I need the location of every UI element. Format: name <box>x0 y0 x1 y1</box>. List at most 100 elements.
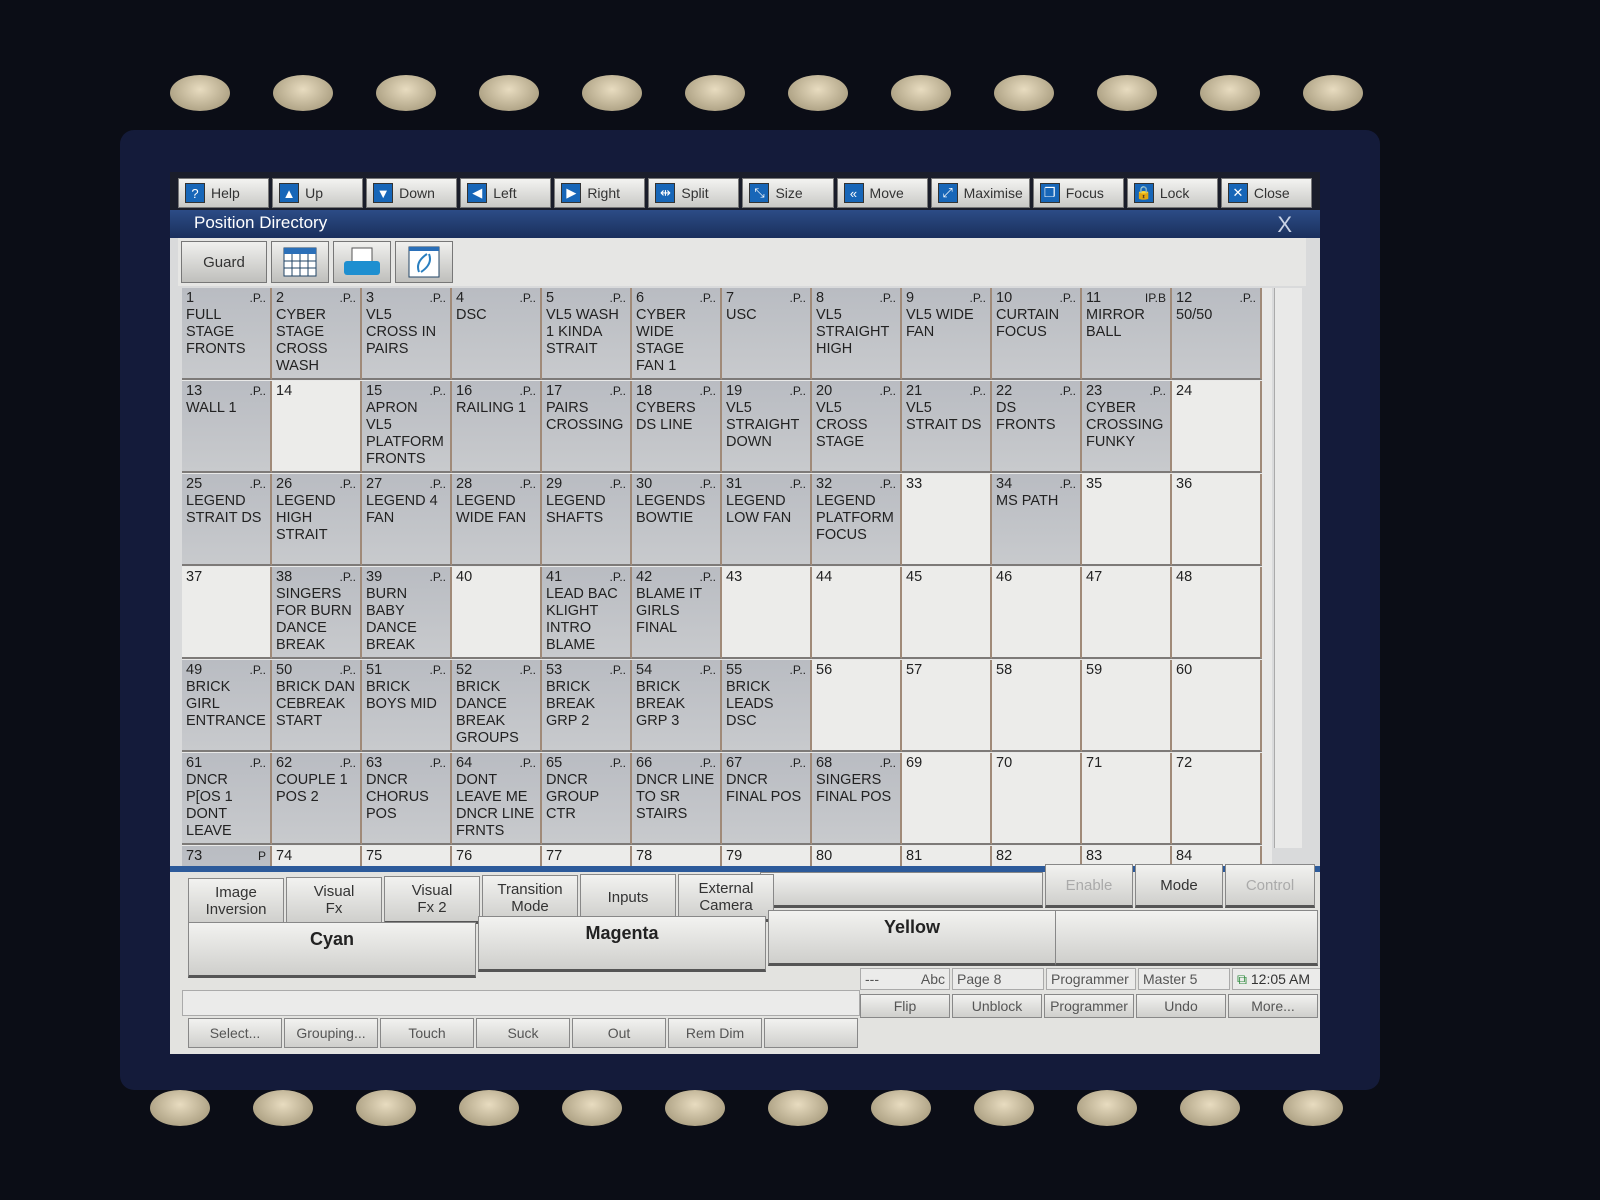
hardware-key[interactable] <box>170 75 230 111</box>
position-cell-67[interactable]: 67 .P.. DNCR FINAL POS <box>722 753 812 845</box>
toolbar-help-button[interactable]: ? Help <box>178 178 270 208</box>
softkey-undo[interactable]: Undo <box>1136 994 1226 1018</box>
toolbar-size-button[interactable]: ⤡ Size <box>742 178 834 208</box>
hardware-key[interactable] <box>768 1090 828 1126</box>
position-cell-36[interactable]: 36 <box>1172 474 1262 566</box>
position-cell-42[interactable]: 42 .P.. BLAME IT GIRLS FINAL <box>632 567 722 659</box>
toolbar-maximise-button[interactable]: ⤢ Maximise <box>930 178 1030 208</box>
toolbar-left-button[interactable]: ◀ Left <box>460 178 552 208</box>
guard-button[interactable]: Guard <box>181 241 267 283</box>
position-cell-26[interactable]: 26 .P.. LEGEND HIGH STRAIT <box>272 474 362 566</box>
position-cell-66[interactable]: 66 .P.. DNCR LINE TO SR STAIRS <box>632 753 722 845</box>
softkey-remdim[interactable]: Rem Dim <box>668 1018 762 1048</box>
softkey-select[interactable]: Select... <box>188 1018 282 1048</box>
position-cell-50[interactable]: 50 .P.. BRICK DAN CEBREAK START <box>272 660 362 752</box>
softkey-visual-fx[interactable]: Visual Fx <box>286 877 382 925</box>
position-cell-40[interactable]: 40 <box>452 567 542 659</box>
hardware-key[interactable] <box>685 75 745 111</box>
position-cell-70[interactable]: 70 <box>992 753 1082 845</box>
command-line-field[interactable]: --- Abc <box>860 968 950 990</box>
position-cell-10[interactable]: 10 .P.. CURTAIN FOCUS <box>992 288 1082 380</box>
control-button[interactable]: Control <box>1225 864 1315 908</box>
hardware-key[interactable] <box>356 1090 416 1126</box>
position-cell-60[interactable]: 60 <box>1172 660 1262 752</box>
blank-color-button[interactable] <box>1043 910 1318 966</box>
position-cell-53[interactable]: 53 .P.. BRICK BREAK GRP 2 <box>542 660 632 752</box>
softkey-image-inversion[interactable]: Image Inversion <box>188 878 284 926</box>
position-cell-28[interactable]: 28 .P.. LEGEND WIDE FAN <box>452 474 542 566</box>
print-icon[interactable] <box>333 241 391 283</box>
hardware-key[interactable] <box>253 1090 313 1126</box>
hardware-key[interactable] <box>1200 75 1260 111</box>
position-cell-72[interactable]: 72 <box>1172 753 1262 845</box>
softkey-blank[interactable] <box>764 1018 858 1048</box>
position-cell-43[interactable]: 43 <box>722 567 812 659</box>
softkey-unblock[interactable]: Unblock <box>952 994 1042 1018</box>
position-cell-82[interactable]: 82 <box>992 846 1082 866</box>
magenta-button[interactable]: Magenta <box>478 916 766 972</box>
position-cell-46[interactable]: 46 <box>992 567 1082 659</box>
position-cell-5[interactable]: 5 .P.. VL5 WASH 1 KINDA STRAIT <box>542 288 632 380</box>
softkey-grouping[interactable]: Grouping... <box>284 1018 378 1048</box>
position-cell-45[interactable]: 45 <box>902 567 992 659</box>
position-cell-75[interactable]: 75 <box>362 846 452 866</box>
position-cell-44[interactable]: 44 <box>812 567 902 659</box>
hardware-key[interactable] <box>891 75 951 111</box>
position-cell-78[interactable]: 78 <box>632 846 722 866</box>
position-cell-56[interactable]: 56 <box>812 660 902 752</box>
position-cell-2[interactable]: 2 .P.. CYBER STAGE CROSS WASH <box>272 288 362 380</box>
position-cell-35[interactable]: 35 <box>1082 474 1172 566</box>
position-cell-81[interactable]: 81 <box>902 846 992 866</box>
position-cell-58[interactable]: 58 <box>992 660 1082 752</box>
position-cell-27[interactable]: 27 .P.. LEGEND 4 FAN <box>362 474 452 566</box>
hardware-key[interactable] <box>150 1090 210 1126</box>
position-cell-22[interactable]: 22 .P.. DS FRONTS <box>992 381 1082 473</box>
softkey-suck[interactable]: Suck <box>476 1018 570 1048</box>
position-cell-65[interactable]: 65 .P.. DNCR GROUP CTR <box>542 753 632 845</box>
position-cell-20[interactable]: 20 .P.. VL5 CROSS STAGE <box>812 381 902 473</box>
position-cell-39[interactable]: 39 .P.. BURN BABY DANCE BREAK <box>362 567 452 659</box>
cyan-button[interactable]: Cyan <box>188 922 476 978</box>
position-cell-37[interactable]: 37 <box>182 567 272 659</box>
position-cell-57[interactable]: 57 <box>902 660 992 752</box>
position-cell-11[interactable]: 11 IP.B MIRROR BALL <box>1082 288 1172 380</box>
position-cell-23[interactable]: 23 .P.. CYBER CROSSING FUNKY <box>1082 381 1172 473</box>
position-cell-15[interactable]: 15 .P.. APRON VL5 PLATFORM FRONTS <box>362 381 452 473</box>
mode-button[interactable]: Mode <box>1135 864 1223 908</box>
hardware-key[interactable] <box>994 75 1054 111</box>
position-cell-13[interactable]: 13 .P.. WALL 1 <box>182 381 272 473</box>
softkey-out[interactable]: Out <box>572 1018 666 1048</box>
position-cell-73[interactable]: 73 P <box>182 846 272 866</box>
position-cell-71[interactable]: 71 <box>1082 753 1172 845</box>
hardware-key[interactable] <box>562 1090 622 1126</box>
softkey-visual-fx-2[interactable]: Visual Fx 2 <box>384 876 480 924</box>
position-cell-61[interactable]: 61 .P.. DNCR P[OS 1 DONT LEAVE <box>182 753 272 845</box>
softkey-inputs[interactable]: Inputs <box>580 874 676 922</box>
position-cell-9[interactable]: 9 .P.. VL5 WIDE FAN <box>902 288 992 380</box>
softkey-programmer[interactable]: Programmer <box>1044 994 1134 1018</box>
position-cell-68[interactable]: 68 .P.. SINGERS FINAL POS <box>812 753 902 845</box>
position-cell-19[interactable]: 19 .P.. VL5 STRAIGHT DOWN <box>722 381 812 473</box>
grid-scrollbar[interactable] <box>1274 288 1302 848</box>
position-cell-76[interactable]: 76 <box>452 846 542 866</box>
position-cell-16[interactable]: 16 .P.. RAILING 1 <box>452 381 542 473</box>
hardware-key[interactable] <box>459 1090 519 1126</box>
position-cell-32[interactable]: 32 .P.. LEGEND PLATFORM FOCUS <box>812 474 902 566</box>
position-cell-3[interactable]: 3 .P.. VL5 CROSS IN PAIRS <box>362 288 452 380</box>
toolbar-split-button[interactable]: ⇹ Split <box>648 178 740 208</box>
hardware-key[interactable] <box>376 75 436 111</box>
position-cell-52[interactable]: 52 .P.. BRICK DANCE BREAK GROUPS <box>452 660 542 752</box>
toolbar-focus-button[interactable]: ❐ Focus <box>1032 178 1124 208</box>
position-cell-21[interactable]: 21 .P.. VL5 STRAIT DS <box>902 381 992 473</box>
position-cell-31[interactable]: 31 .P.. LEGEND LOW FAN <box>722 474 812 566</box>
position-cell-54[interactable]: 54 .P.. BRICK BREAK GRP 3 <box>632 660 722 752</box>
toolbar-close-button[interactable]: ✕ Close <box>1220 178 1312 208</box>
toolbar-move-button[interactable]: « Move <box>836 178 928 208</box>
position-cell-69[interactable]: 69 <box>902 753 992 845</box>
position-cell-8[interactable]: 8 .P.. VL5 STRAIGHT HIGH <box>812 288 902 380</box>
position-cell-49[interactable]: 49 .P.. BRICK GIRL ENTRANCE <box>182 660 272 752</box>
position-cell-51[interactable]: 51 .P.. BRICK BOYS MID <box>362 660 452 752</box>
position-cell-48[interactable]: 48 <box>1172 567 1262 659</box>
position-cell-1[interactable]: 1 .P.. FULL STAGE FRONTS <box>182 288 272 380</box>
hardware-key[interactable] <box>1283 1090 1343 1126</box>
